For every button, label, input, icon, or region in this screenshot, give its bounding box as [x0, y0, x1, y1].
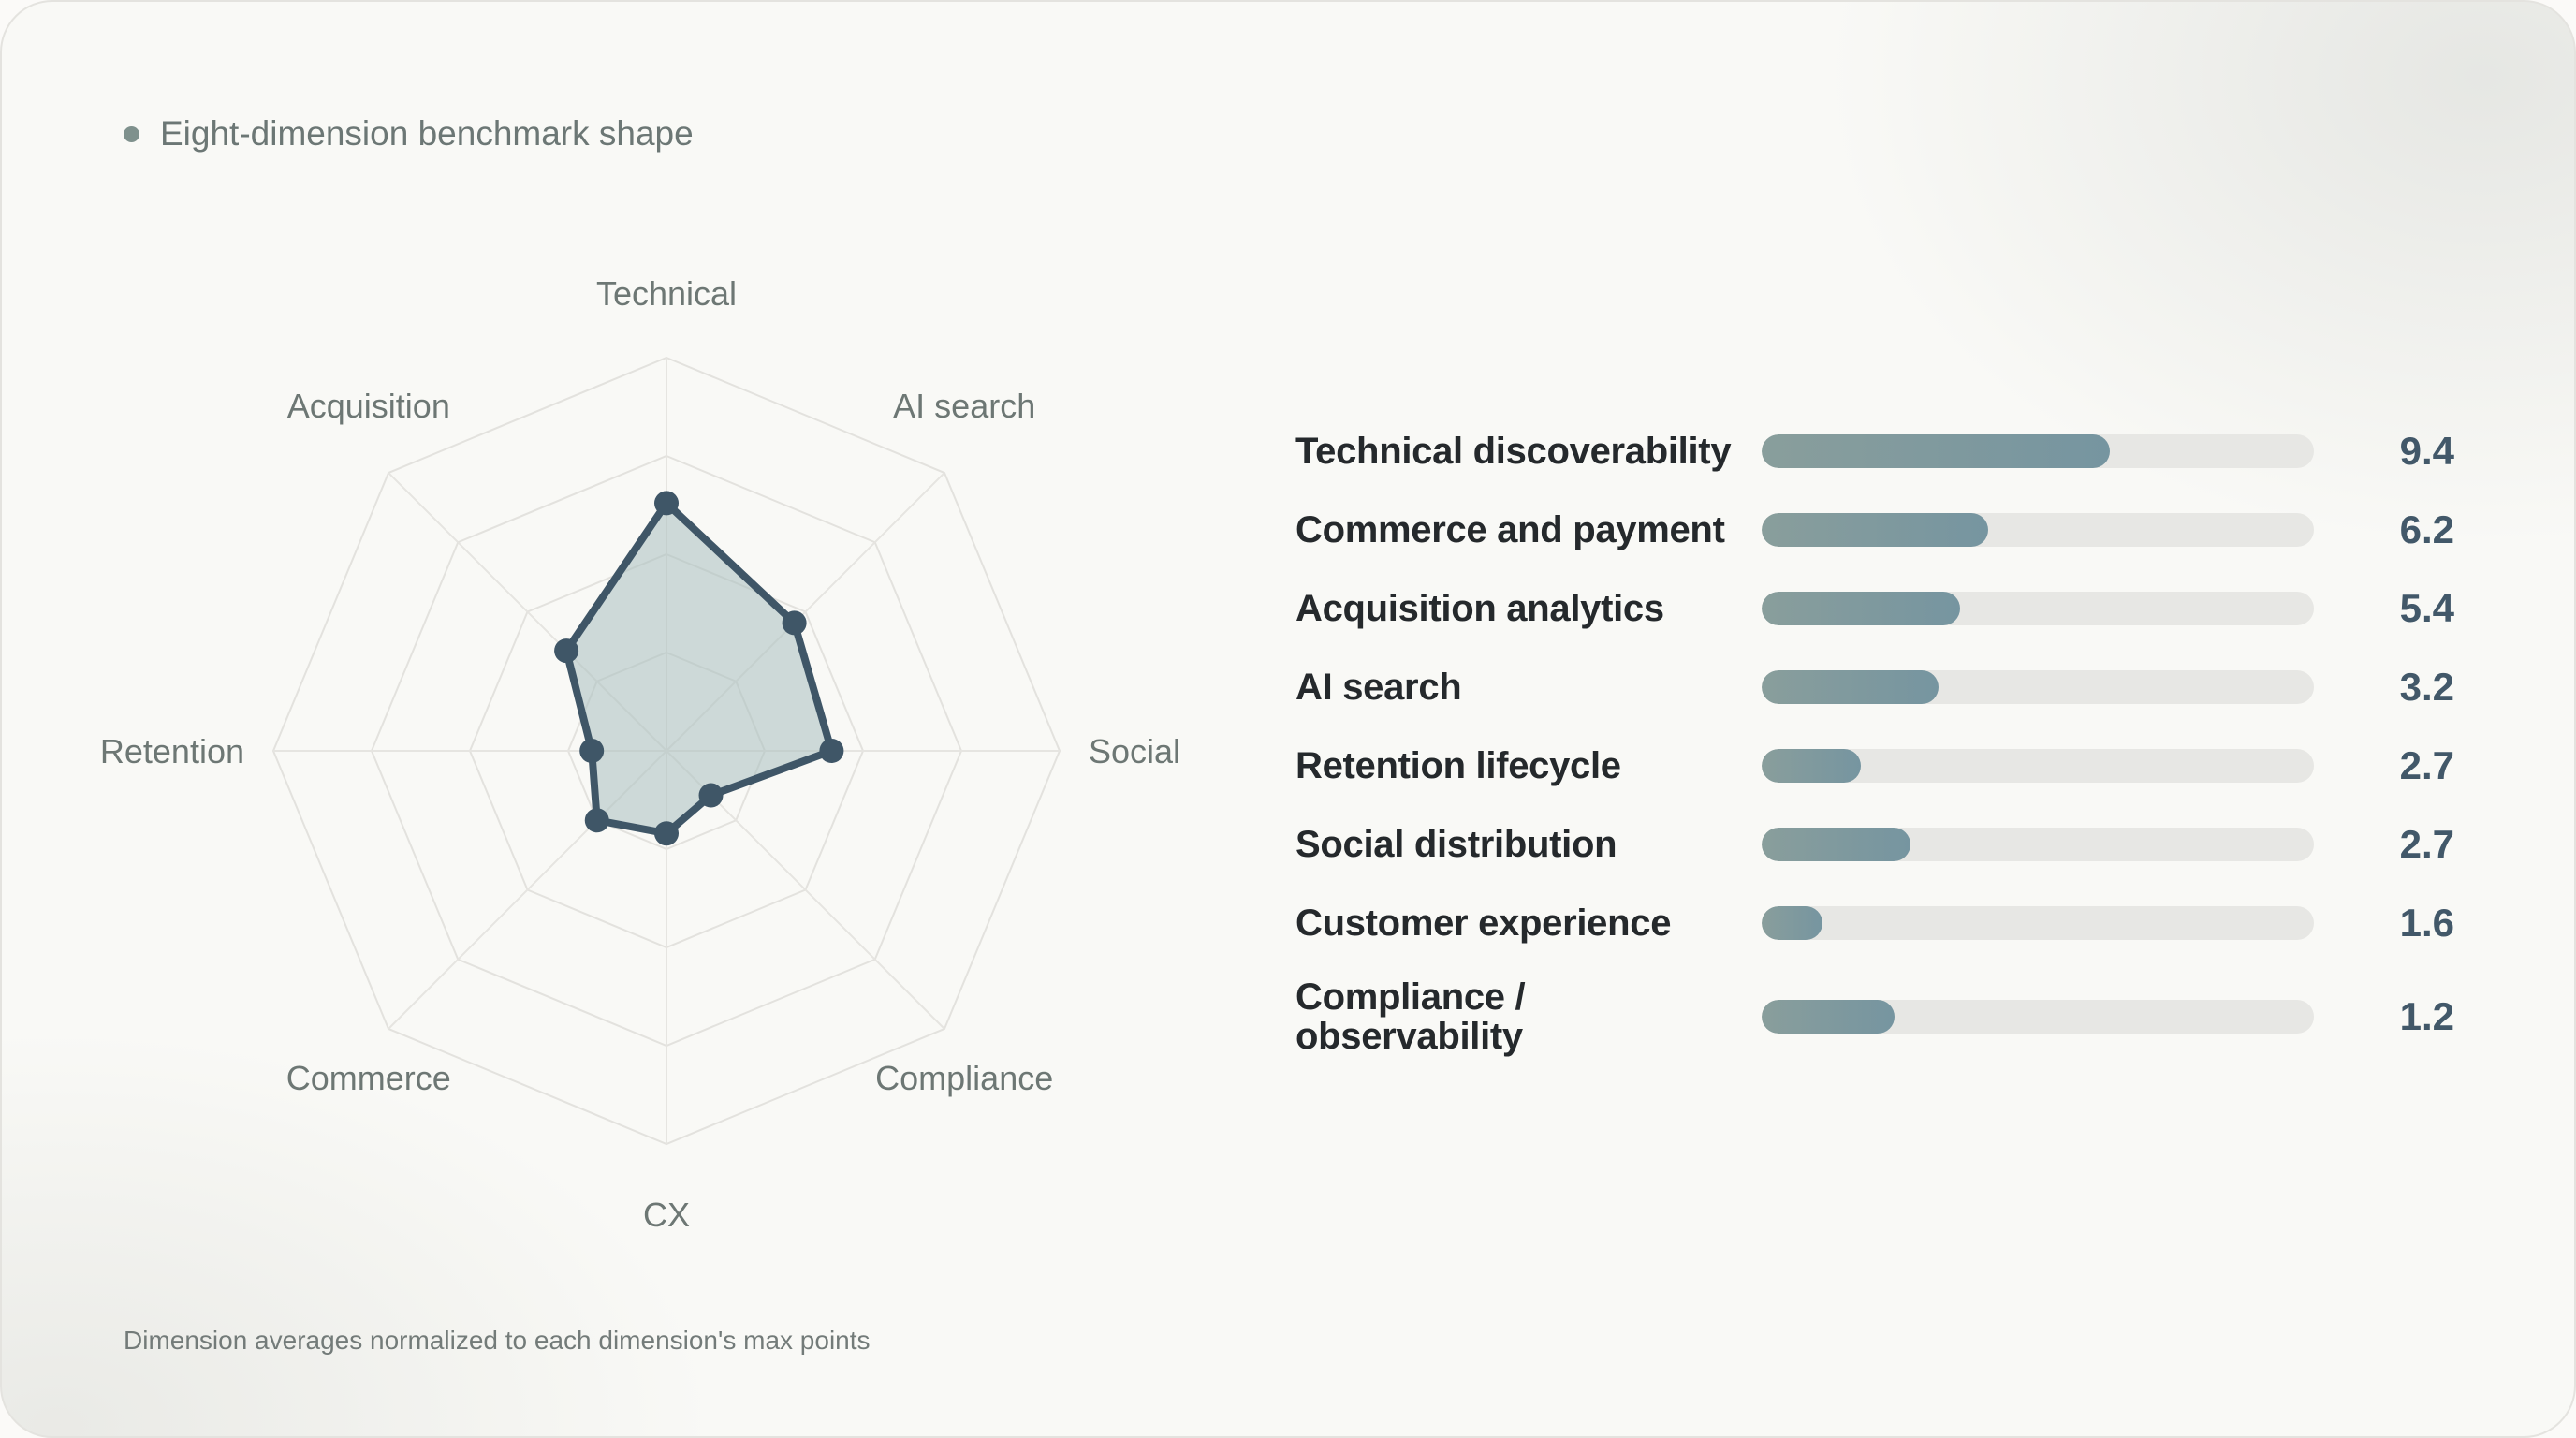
bar-row: Customer experience 1.6 [1295, 886, 2512, 961]
bar-track [1762, 749, 2314, 783]
bar-value-label: 9.4 [2399, 429, 2454, 473]
legend-dot-icon [124, 125, 139, 142]
bar-row: Commerce and payment 6.2 [1295, 492, 2512, 567]
radar-point [654, 491, 679, 516]
radar-axis-label: Acquisition [287, 387, 450, 425]
radar-series-area [563, 499, 836, 838]
radar-axis-label: Social [1089, 732, 1180, 770]
bar-track [1762, 434, 2314, 468]
bar-label: Customer experience [1295, 902, 1672, 944]
bar-label: Compliance / observability [1295, 976, 1526, 1057]
bar-value-label: 1.2 [2399, 994, 2454, 1038]
bar-track [1762, 592, 2314, 625]
radar-point [579, 739, 605, 763]
bar-fill [1762, 670, 1939, 704]
bar-label: Acquisition analytics [1295, 588, 1664, 629]
bar-fill [1762, 434, 2110, 468]
bar-row: Retention lifecycle 2.7 [1295, 728, 2512, 803]
radar-axis-label: CX [643, 1196, 690, 1234]
radar-point [819, 739, 844, 763]
chart-footnote: Dimension averages normalized to each di… [124, 1326, 871, 1355]
bar-value-label: 3.2 [2399, 665, 2454, 709]
bar-row: AI search 3.2 [1295, 650, 2512, 725]
bar-fill [1762, 1000, 1895, 1034]
radar-point [584, 808, 609, 833]
legend-label: Eight-dimension benchmark shape [160, 114, 694, 153]
bar-row: Acquisition analytics 5.4 [1295, 571, 2512, 646]
radar-axis-label: Compliance [875, 1059, 1053, 1097]
bar-label: Technical discoverability [1295, 431, 1732, 472]
bar-row: Social distribution 2.7 [1295, 807, 2512, 882]
bar-track [1762, 828, 2314, 861]
bar-track [1762, 906, 2314, 940]
bar-fill [1762, 828, 1911, 861]
bar-value-label: 2.7 [2399, 822, 2454, 866]
bar-fill [1762, 749, 1862, 783]
radar-chart: Technical AI search Social Compliance CX Comm… [100, 274, 1180, 1234]
bar-label: AI search [1295, 667, 1462, 708]
bar-row: Technical discoverability 9.4 [1295, 414, 2512, 489]
radar-axis-label: AI search [893, 387, 1035, 425]
bar-track [1762, 670, 2314, 704]
bar-value-label: 1.6 [2399, 901, 2454, 945]
bar-track [1762, 1000, 2314, 1034]
chart-legend: Eight-dimension benchmark shape [124, 110, 694, 157]
bar-value-label: 2.7 [2399, 743, 2454, 787]
radar-point [654, 821, 679, 846]
bar-label: Retention lifecycle [1295, 745, 1621, 786]
bar-fill [1762, 592, 1961, 625]
bar-row: Compliance / observability 1.2 [1295, 976, 2512, 1057]
radar-point [554, 638, 579, 664]
radar-axis-label: Retention [100, 732, 244, 770]
bar-label: Social distribution [1295, 824, 1617, 865]
bar-fill [1762, 906, 1822, 940]
bar-value-label: 5.4 [2399, 586, 2454, 630]
bar-value-label: 6.2 [2399, 507, 2454, 551]
radar-axis-label: Commerce [286, 1059, 451, 1097]
bar-label: Commerce and payment [1295, 509, 1725, 550]
radar-point [698, 783, 724, 808]
bar-fill [1762, 513, 1988, 547]
bar-track [1762, 513, 2314, 547]
radar-axis-label: Technical [596, 274, 737, 313]
radar-point [782, 610, 807, 636]
